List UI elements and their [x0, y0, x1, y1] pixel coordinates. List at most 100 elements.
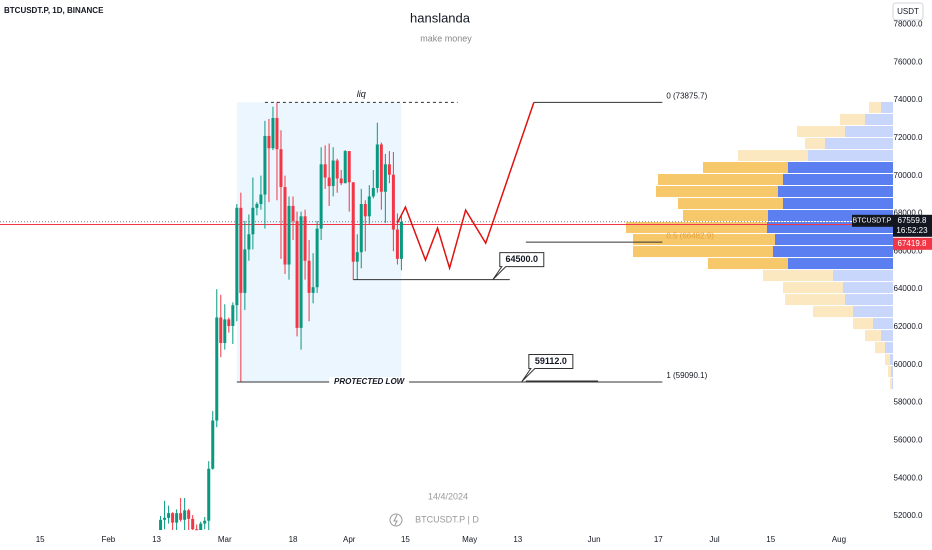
candle-body	[303, 216, 307, 261]
candle-body	[203, 520, 207, 524]
candle-body	[279, 149, 283, 188]
candle-body	[339, 178, 343, 184]
y-tick-label: 54000.0	[894, 473, 923, 482]
projection-line	[396, 102, 535, 271]
profile-down	[633, 246, 773, 258]
candle-body	[179, 513, 183, 520]
callout-label: 64500.0	[506, 254, 539, 264]
candle-body	[191, 518, 195, 530]
profile-up	[881, 101, 893, 113]
subtitle: make money	[420, 33, 472, 43]
x-tick-label: Jun	[588, 535, 601, 544]
candle-body	[371, 187, 375, 197]
candle-body	[227, 319, 231, 326]
candle-body	[363, 204, 367, 217]
profile-down	[703, 161, 788, 174]
candle-body	[183, 510, 187, 520]
candle-body	[163, 517, 167, 520]
candle-body	[195, 529, 199, 531]
y-tick-label: 62000.0	[894, 322, 923, 331]
x-tick-label: Apr	[343, 535, 356, 544]
candle-body	[159, 519, 163, 530]
profile-up	[892, 378, 893, 390]
profile-down	[683, 210, 768, 222]
protected-low-bg	[329, 376, 410, 387]
profile-down	[813, 306, 853, 318]
x-tick-label: 13	[513, 535, 522, 544]
candle-body	[343, 151, 347, 184]
candle-body	[207, 468, 211, 521]
x-tick-label: Feb	[101, 535, 115, 544]
profile-down	[865, 330, 881, 342]
fib-label: 1 (59090.1)	[666, 371, 707, 380]
profile-up	[833, 270, 893, 282]
candle-body	[275, 117, 279, 150]
candle-body	[351, 182, 355, 262]
profile-down	[626, 222, 767, 234]
profile-down	[875, 342, 885, 354]
candle-body	[323, 164, 327, 178]
profile-up	[808, 149, 893, 161]
y-tick-label: 74000.0	[894, 95, 923, 104]
x-tick-label: Aug	[832, 535, 846, 544]
profile-down	[658, 174, 783, 186]
profile-up	[843, 282, 893, 294]
candle-body	[259, 194, 263, 205]
profile-up	[773, 246, 893, 258]
candle-body	[291, 205, 295, 222]
y-tick-label: 60000.0	[894, 360, 923, 369]
candle-body	[251, 207, 255, 235]
candle-body	[267, 135, 271, 149]
profile-down	[869, 101, 881, 113]
callout-box	[492, 252, 545, 281]
profile-down	[853, 318, 873, 330]
profile-down	[888, 366, 891, 378]
profile-down	[656, 186, 778, 198]
candle-body	[231, 305, 235, 326]
candle-body	[307, 260, 311, 293]
candle-body	[175, 513, 179, 523]
y-tick-label: 70000.0	[894, 171, 923, 180]
icon	[389, 513, 403, 527]
symbol-tag	[852, 214, 893, 227]
profile-down	[805, 137, 825, 149]
watermark-date: 14/4/2024	[428, 491, 468, 501]
profile-up	[865, 113, 893, 125]
candle-body	[211, 420, 215, 469]
candle-body	[347, 151, 351, 183]
fib-label: 0 (73875.7)	[666, 91, 707, 100]
profile-up	[845, 125, 893, 137]
x-tick-label: May	[462, 535, 477, 544]
candle-body	[395, 229, 399, 259]
chart-title: BTCUSDT.P, 1D, BINANCE	[4, 6, 104, 15]
candle-body	[187, 510, 191, 519]
profile-up	[783, 198, 893, 210]
profile-down	[797, 125, 845, 137]
candle-body	[331, 160, 335, 187]
y-tick-label: 64000.0	[894, 284, 923, 293]
profile-down	[708, 258, 788, 270]
y-tick-label: 78000.0	[894, 20, 923, 29]
candle-body	[171, 513, 175, 523]
currency-button[interactable]	[892, 2, 924, 21]
profile-down	[885, 354, 890, 366]
candle-body	[263, 135, 267, 195]
symbol-tag-label: BTCUSDT.P	[853, 218, 892, 225]
watermark-symbol: BTCUSDT.P | D	[415, 514, 479, 524]
y-tick-label: 52000.0	[894, 511, 923, 520]
candle-body	[235, 207, 239, 306]
candle-body	[219, 317, 223, 343]
profile-up	[788, 161, 893, 174]
candle-body	[243, 249, 247, 293]
candle-body	[391, 174, 395, 230]
mark-price-label: 67419.8	[898, 239, 927, 248]
candle-body	[299, 216, 303, 328]
candle-body	[319, 164, 323, 229]
y-tick-label: 76000.0	[894, 57, 923, 66]
candle-body	[239, 207, 243, 293]
profile-down	[678, 198, 783, 210]
profile-up	[778, 186, 893, 198]
currency-label: USDT	[897, 7, 919, 16]
x-tick-label: 13	[152, 535, 161, 544]
profile-up	[853, 306, 893, 318]
